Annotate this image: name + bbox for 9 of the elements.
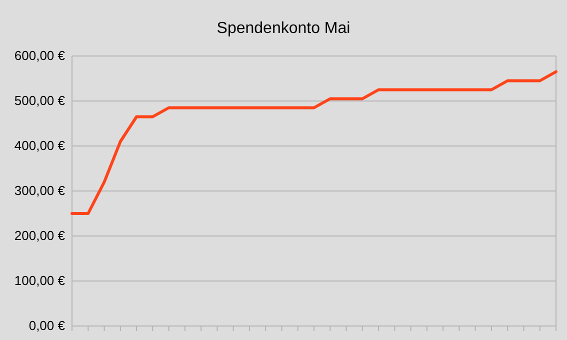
y-tick-label: 500,00 €: [14, 93, 66, 108]
line-series: [70, 70, 558, 215]
y-tick-label: 300,00 €: [14, 183, 66, 198]
y-tick-label: 600,00 €: [14, 48, 66, 63]
chart-title: Spendenkonto Mai: [216, 20, 350, 37]
y-tick-label: 200,00 €: [14, 228, 66, 243]
y-tick-label: 100,00 €: [14, 273, 66, 288]
y-tick-label: 0,00 €: [28, 318, 66, 333]
y-tick-label: 400,00 €: [14, 138, 66, 153]
